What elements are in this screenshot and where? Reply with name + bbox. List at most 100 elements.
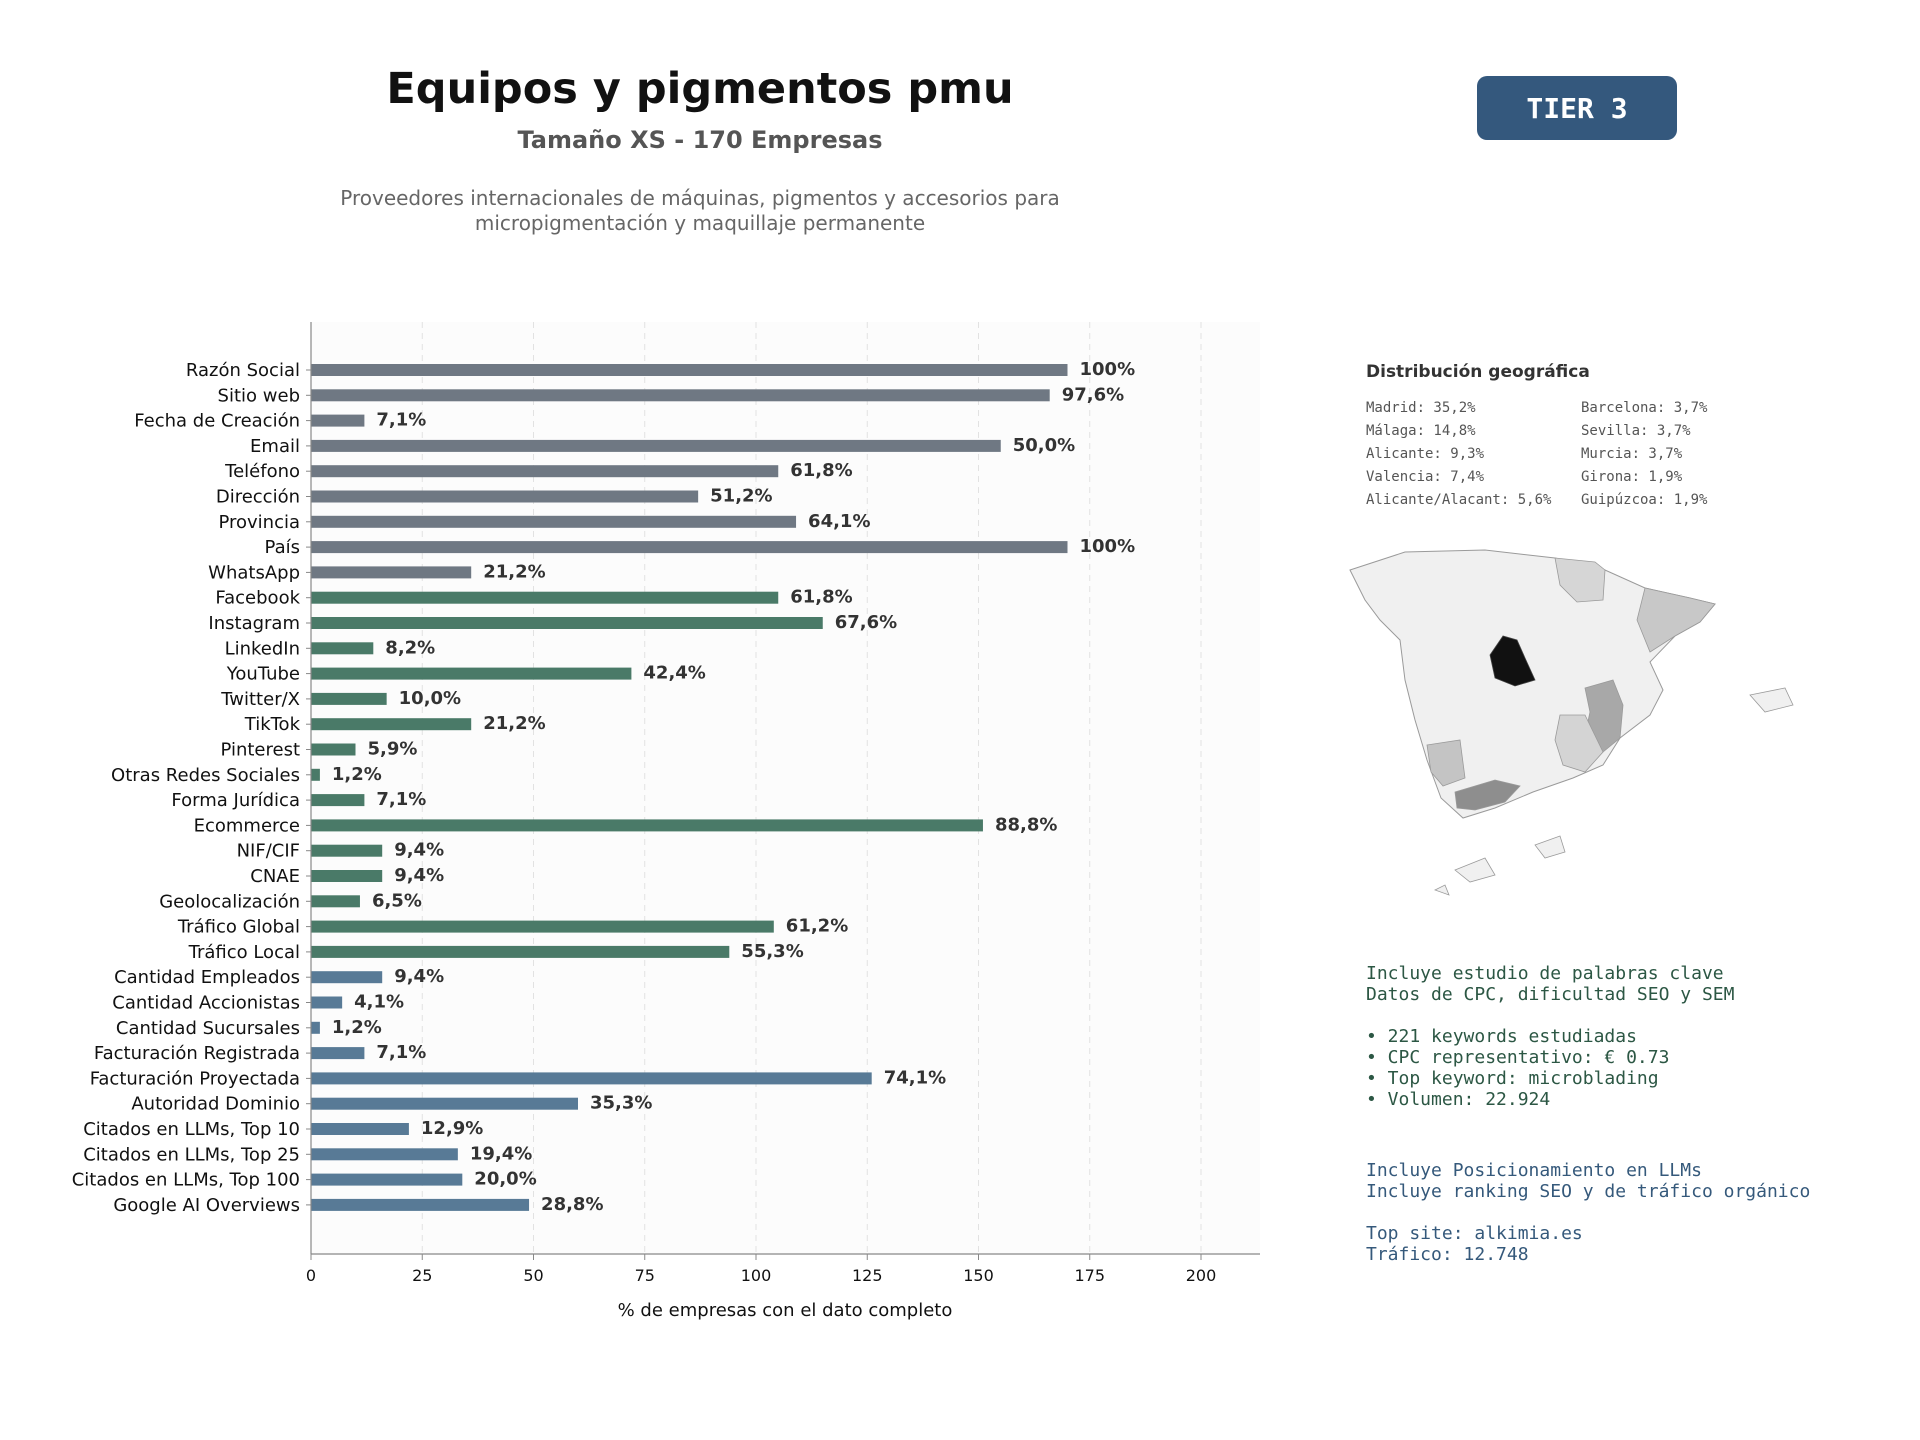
category-label: Forma Jurídica	[171, 790, 300, 811]
value-label: 5,9%	[368, 739, 418, 760]
category-label: Twitter/X	[220, 689, 300, 710]
category-label: Razón Social	[186, 360, 300, 381]
bar	[311, 642, 374, 655]
geo-item: Alicante/Alacant: 5,6%	[1366, 492, 1552, 508]
bar	[311, 541, 1068, 554]
category-label: Provincia	[218, 512, 300, 533]
tier-badge: TIER 3	[1477, 76, 1677, 140]
value-label: 100%	[1080, 359, 1136, 380]
value-label: 67,6%	[835, 612, 897, 633]
x-tick-label: 50	[523, 1266, 543, 1285]
llm-line-3: Top site: alkimia.es	[1366, 1223, 1583, 1244]
x-tick-label: 0	[306, 1266, 316, 1285]
bar	[311, 692, 387, 705]
geo-item: Murcia: 3,7%	[1581, 446, 1683, 462]
keywords-line-2: Datos de CPC, dificultad SEO y SEM	[1366, 984, 1735, 1005]
category-label: Instagram	[208, 613, 300, 634]
value-label: 61,8%	[790, 460, 852, 481]
category-label: Cantidad Accionistas	[112, 993, 300, 1014]
geo-title: Distribución geográfica	[1366, 362, 1590, 382]
category-label: Citados en LLMs, Top 100	[72, 1170, 300, 1191]
keywords-bullet-2: • CPC representativo: € 0.73	[1366, 1047, 1670, 1068]
map-canary-islands	[1433, 835, 1566, 896]
category-label: Otras Redes Sociales	[111, 765, 300, 786]
geo-item: Madrid: 35,2%	[1366, 400, 1476, 416]
value-label: 1,2%	[332, 764, 382, 785]
category-label: Pinterest	[220, 740, 300, 761]
x-tick-label: 175	[1074, 1266, 1105, 1285]
category-label: Email	[250, 436, 300, 457]
category-label: Citados en LLMs, Top 10	[83, 1119, 300, 1140]
category-label: LinkedIn	[225, 638, 300, 659]
map-region-murcia	[1554, 714, 1604, 773]
map-region-catalonia	[1636, 587, 1716, 653]
geo-list: Madrid: 35,2% Barcelona: 3,7% Málaga: 14,8…	[1366, 400, 1766, 508]
geo-item: Guipúzcoa: 1,9%	[1581, 492, 1708, 508]
bar	[311, 743, 356, 756]
x-tick-label: 25	[412, 1266, 432, 1285]
llm-line-1: Incluye Posicionamiento en LLMs	[1366, 1160, 1702, 1181]
map-balearic-islands	[1749, 687, 1794, 713]
bar	[311, 414, 365, 427]
x-tick-label: 200	[1186, 1266, 1217, 1285]
value-label: 6,5%	[372, 890, 422, 911]
category-label: WhatsApp	[208, 562, 300, 583]
value-label: 10,0%	[399, 688, 461, 709]
plot-background	[311, 322, 1260, 1254]
geo-item: Málaga: 14,8%	[1366, 423, 1476, 439]
map-peninsula	[1349, 549, 1716, 819]
x-tick-label: 150	[963, 1266, 994, 1285]
bar	[311, 364, 1068, 376]
value-label: 7,1%	[376, 410, 426, 431]
bar	[311, 819, 983, 832]
category-label: País	[265, 537, 300, 558]
bar	[311, 794, 365, 807]
value-label: 20,0%	[474, 1169, 536, 1190]
value-label: 28,8%	[541, 1194, 603, 1215]
bar	[311, 667, 632, 680]
category-label: Fecha de Creación	[134, 411, 300, 432]
category-label: Dirección	[216, 487, 300, 508]
value-label: 51,2%	[710, 486, 772, 507]
value-label: 21,2%	[483, 713, 545, 734]
geo-item: Barcelona: 3,7%	[1581, 400, 1708, 416]
bar	[311, 768, 320, 781]
geo-item: Alicante: 9,3%	[1366, 446, 1485, 462]
bar	[311, 870, 383, 882]
category-label: Cantidad Sucursales	[116, 1018, 300, 1039]
map-region-malaga	[1454, 779, 1521, 811]
keywords-bullet-4: • Volumen: 22.924	[1366, 1089, 1551, 1110]
value-label: 100%	[1080, 536, 1136, 557]
bar	[311, 971, 383, 984]
category-label: Autoridad Dominio	[131, 1094, 300, 1115]
bar	[311, 996, 343, 1009]
category-label: CNAE	[250, 866, 300, 887]
bar	[311, 1047, 365, 1060]
bar	[311, 617, 823, 629]
value-label: 9,4%	[394, 865, 444, 886]
value-label: 64,1%	[808, 511, 870, 532]
category-label: Citados en LLMs, Top 25	[83, 1144, 300, 1165]
value-label: 7,1%	[376, 789, 426, 810]
geo-item: Valencia: 7,4%	[1366, 469, 1485, 485]
value-label: 35,3%	[590, 1093, 652, 1114]
bar	[311, 1123, 409, 1135]
geo-item: Sevilla: 3,7%	[1581, 423, 1691, 439]
category-label: Geolocalización	[159, 891, 300, 912]
value-label: 9,4%	[394, 840, 444, 861]
category-label: Google AI Overviews	[113, 1195, 300, 1216]
value-label: 7,1%	[376, 1042, 426, 1063]
x-tick-label: 75	[635, 1266, 655, 1285]
category-label: Facturación Registrada	[94, 1043, 300, 1064]
bar	[311, 1021, 320, 1034]
value-label: 8,2%	[385, 637, 435, 658]
map-region-madrid	[1489, 635, 1536, 687]
keywords-bullet-1: • 221 keywords estudiadas	[1366, 1026, 1637, 1047]
category-label: Facebook	[215, 588, 300, 609]
keywords-bullet-3: • Top keyword: microblading	[1366, 1068, 1659, 1089]
page-subtitle: Tamaño XS - 170 Empresas	[517, 126, 883, 154]
bar	[311, 389, 1050, 402]
x-axis-label: % de empresas con el dato completo	[618, 1300, 953, 1321]
page-description: Proveedores internacionales de máquinas,…	[300, 186, 1100, 236]
value-label: 19,4%	[470, 1143, 532, 1164]
